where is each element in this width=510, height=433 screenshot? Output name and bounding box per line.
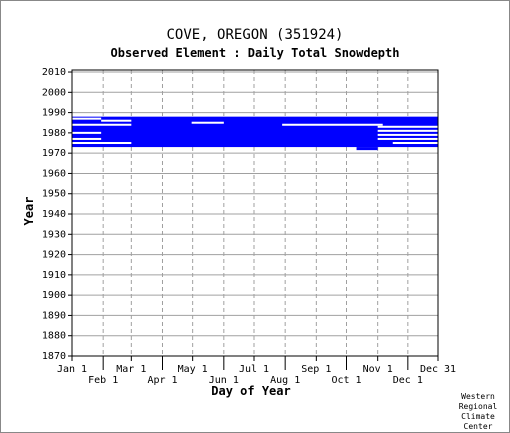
- data-gap: [392, 142, 438, 145]
- data-gap: [72, 123, 132, 126]
- data-gap: [191, 121, 224, 124]
- x-axis-ticks: Jan 1 Mar 1 May 1 Jul 1 Sep 1 Nov 1 Dec 31 Feb …: [57, 356, 456, 386]
- y-axis-ticks: 2010 2000 1990 1980 1970 1960 1950 1940 1930 1920…: [42, 67, 72, 362]
- x-tick-label: May 1: [178, 364, 208, 375]
- credit-line: Western: [461, 392, 495, 401]
- x-tick-label: Jun 1: [209, 375, 239, 386]
- x-tick-label: Sep 1: [301, 364, 331, 375]
- y-tick-label: 2000: [42, 87, 66, 98]
- y-tick-label: 1870: [42, 351, 66, 362]
- x-tick-label: Jan 1: [57, 364, 87, 375]
- x-tick-label: Apr 1: [147, 375, 177, 386]
- chart-title: COVE, OREGON (351924): [166, 27, 343, 43]
- data-gap: [72, 117, 102, 120]
- y-tick-label: 1930: [42, 229, 66, 240]
- x-tick-label: Dec 31: [420, 364, 456, 375]
- data-gap: [377, 125, 438, 128]
- chart-subtitle: Observed Element : Daily Total Snowdepth: [111, 46, 400, 60]
- data-gaps: [72, 117, 438, 145]
- y-tick-label: 1940: [42, 209, 66, 220]
- credit-line: Climate: [461, 412, 495, 421]
- y-tick-label: 1980: [42, 128, 66, 139]
- data-gap: [101, 119, 132, 122]
- y-tick-label: 1890: [42, 310, 66, 321]
- data-gap: [72, 142, 132, 145]
- y-tick-label: 2010: [42, 67, 66, 78]
- x-tick-label: Mar 1: [116, 364, 146, 375]
- credit-line: Regional: [459, 402, 498, 411]
- data-gap: [377, 137, 438, 140]
- data-gap: [72, 137, 102, 140]
- data-gap: [72, 131, 102, 134]
- y-tick-label: 1950: [42, 189, 66, 200]
- x-tick-label: Nov 1: [363, 364, 393, 375]
- data-gap: [282, 123, 383, 126]
- x-tick-label: Dec 1: [393, 375, 423, 386]
- y-tick-label: 1910: [42, 270, 66, 281]
- data-bar: [72, 116, 438, 148]
- plot-border: [71, 69, 439, 357]
- data-bar: [356, 147, 378, 151]
- data-bars: [72, 116, 438, 151]
- x-tick-label: Aug 1: [270, 375, 300, 386]
- x-tick-label: Feb 1: [88, 375, 118, 386]
- y-tick-label: 1900: [42, 290, 66, 301]
- y-tick-label: 1960: [42, 168, 66, 179]
- x-tick-label: Jul 1: [239, 364, 269, 375]
- credit-line: Center: [464, 422, 493, 431]
- y-tick-label: 1970: [42, 148, 66, 159]
- data-gap: [377, 133, 438, 136]
- data-gap: [377, 129, 438, 132]
- x-tick-label: Oct 1: [331, 375, 361, 386]
- y-tick-label: 1920: [42, 250, 66, 261]
- y-tick-label: 1880: [42, 331, 66, 342]
- y-tick-label: 1990: [42, 108, 66, 119]
- x-axis-label: Day of Year: [211, 384, 290, 398]
- y-axis-label: Year: [22, 197, 36, 226]
- plot-frame: [71, 69, 439, 357]
